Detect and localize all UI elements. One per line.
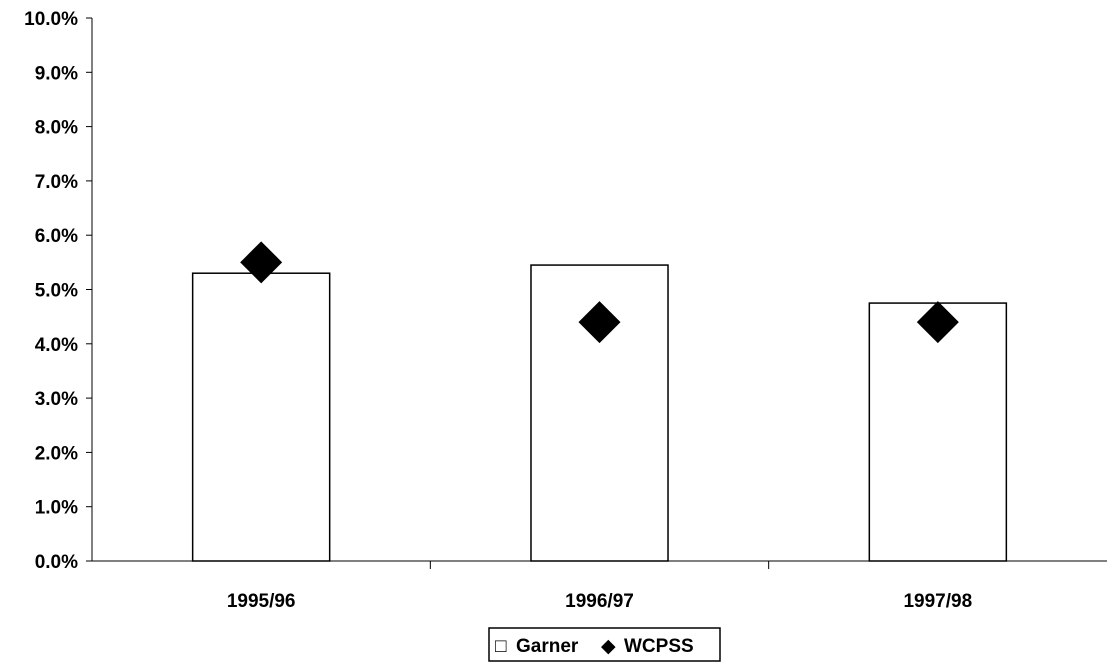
y-tick-label: 9.0%: [35, 63, 78, 84]
legend: □ Garner ◆ WCPSS: [488, 627, 721, 662]
legend-label-wcpss: WCPSS: [624, 636, 694, 657]
y-axis: 0.0% 1.0% 2.0% 3.0% 4.0% 5.0% 6.0% 7.0% 8.0% 9.0%…: [24, 9, 93, 573]
bar-garner: [868, 302, 1008, 562]
y-tick-label: 7.0%: [35, 172, 78, 193]
y-tick-label: 10.0%: [24, 9, 78, 30]
legend-box: [488, 627, 721, 662]
marker-wcpss: [240, 241, 283, 284]
y-tick-label: 8.0%: [35, 118, 78, 139]
marker-wcpss: [916, 301, 959, 344]
x-tick-label: 1996/97: [565, 591, 634, 612]
y-tick-label: 3.0%: [35, 389, 78, 410]
y-tick-label: 2.0%: [35, 443, 78, 464]
y-tick-label: 1.0%: [35, 498, 78, 519]
y-tick-label: 4.0%: [35, 335, 78, 356]
wcpss-markers: [240, 241, 959, 344]
legend-symbol-wcpss: ◆: [601, 636, 616, 657]
marker-wcpss: [578, 301, 621, 344]
legend-symbol-garner: □: [495, 636, 507, 657]
y-tick-label: 6.0%: [35, 226, 78, 247]
y-tick-label: 0.0%: [35, 552, 78, 573]
y-tick-label: 5.0%: [35, 281, 78, 302]
bar-garner: [191, 272, 331, 562]
garner-bars: [191, 264, 1008, 562]
x-axis: 1995/96 1996/97 1997/98: [92, 560, 1107, 612]
x-tick-label: 1997/98: [903, 591, 972, 612]
legend-label-garner: Garner: [516, 636, 579, 657]
x-tick-label: 1995/96: [227, 591, 296, 612]
